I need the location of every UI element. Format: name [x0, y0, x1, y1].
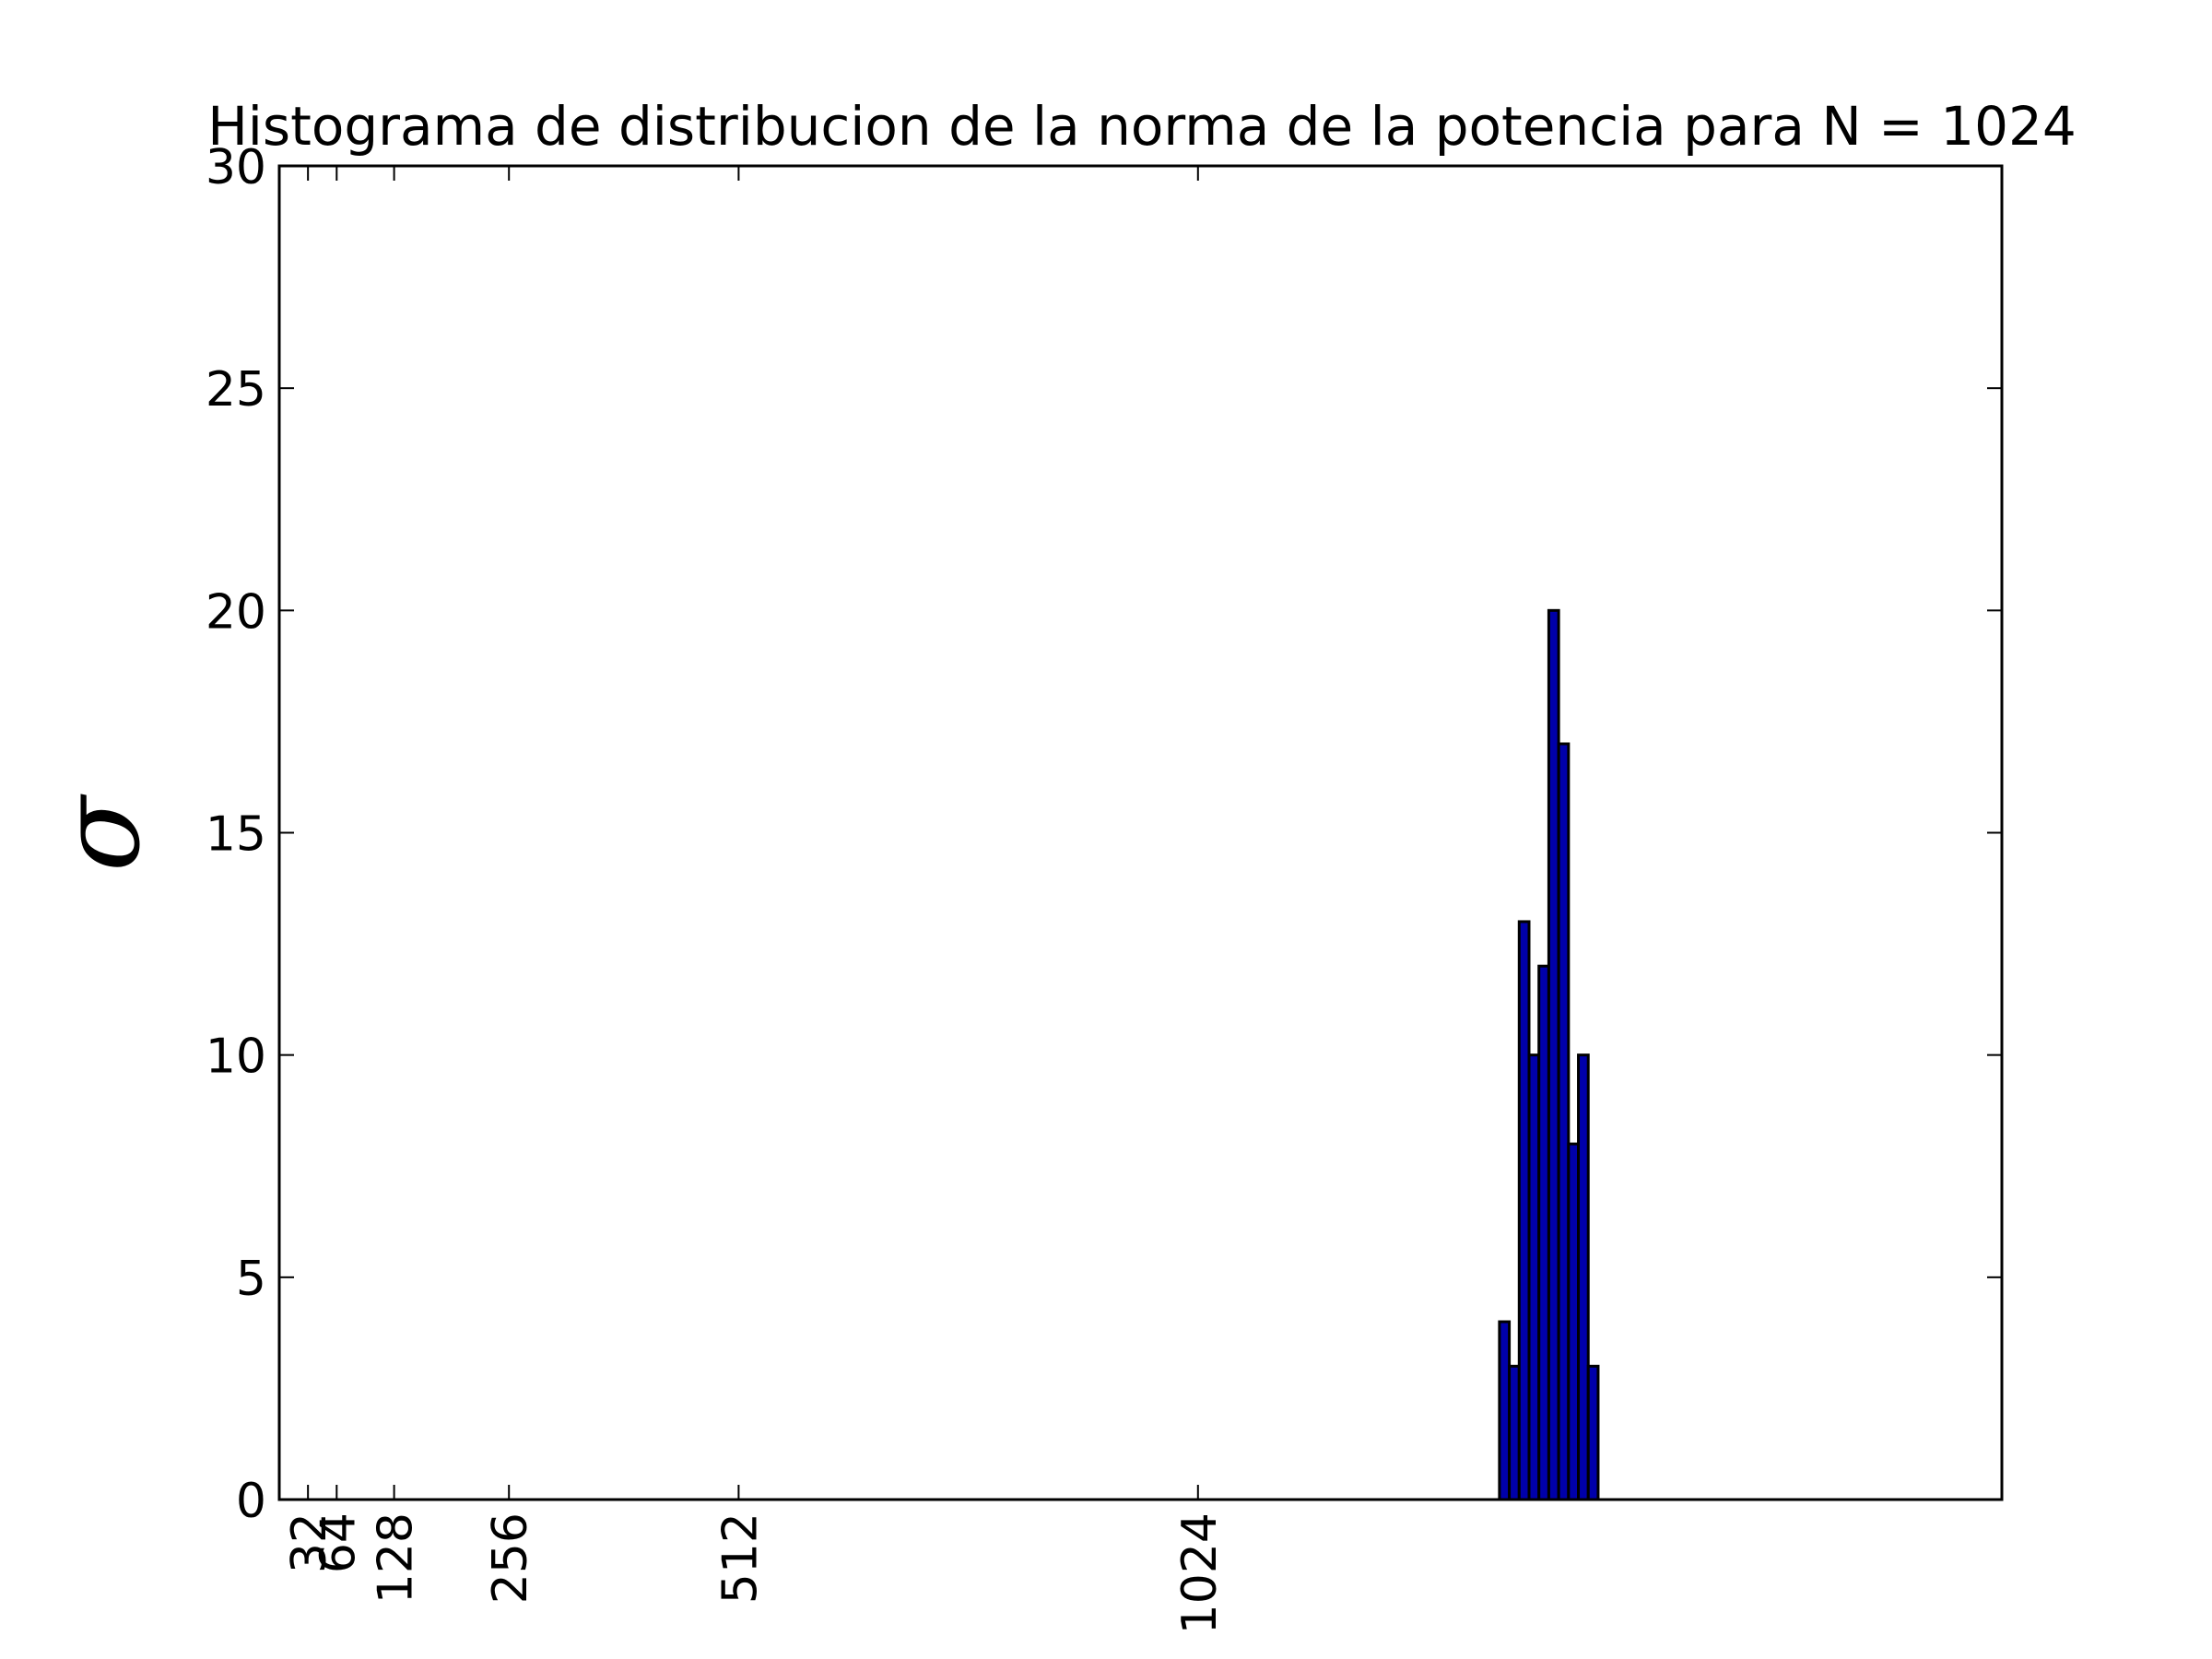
histogram-bar-7 [1567, 1142, 1581, 1501]
y-tick-label: 20 [206, 584, 266, 640]
y-tick-label: 10 [206, 1030, 266, 1085]
x-tick-label: 32 [282, 1512, 337, 1573]
histogram-bar-6 [1557, 742, 1571, 1501]
chart-title: Histograma de distribucion de la norma d… [207, 95, 2077, 158]
y-tick-label: 30 [206, 140, 266, 195]
plot-frame [277, 164, 2004, 1501]
x-tick-label: 256 [483, 1512, 538, 1604]
x-tick-label: 128 [369, 1512, 424, 1604]
histogram-bar-9 [1586, 1364, 1600, 1501]
histogram-bar-3 [1527, 1053, 1541, 1501]
x-tick-label: 64 [311, 1512, 366, 1573]
histogram-bar-2 [1517, 920, 1531, 1501]
y-tick-label: 15 [206, 807, 266, 863]
histogram-bar-1 [1508, 1364, 1521, 1501]
x-tick-label: 512 [712, 1512, 768, 1604]
y-axis-label: σ [37, 794, 165, 872]
histogram-bar-4 [1537, 964, 1550, 1501]
x-tick-label: 1024 [1172, 1512, 1228, 1634]
ticks-group [279, 165, 2002, 1500]
histogram-bar-8 [1577, 1053, 1590, 1501]
y-tick-label: 25 [206, 362, 266, 418]
y-tick-label: 0 [236, 1474, 266, 1529]
histogram-bar-5 [1547, 608, 1560, 1501]
bars-group [1498, 608, 1600, 1501]
y-tick-label: 5 [236, 1252, 266, 1307]
histogram-bar-0 [1498, 1320, 1512, 1501]
